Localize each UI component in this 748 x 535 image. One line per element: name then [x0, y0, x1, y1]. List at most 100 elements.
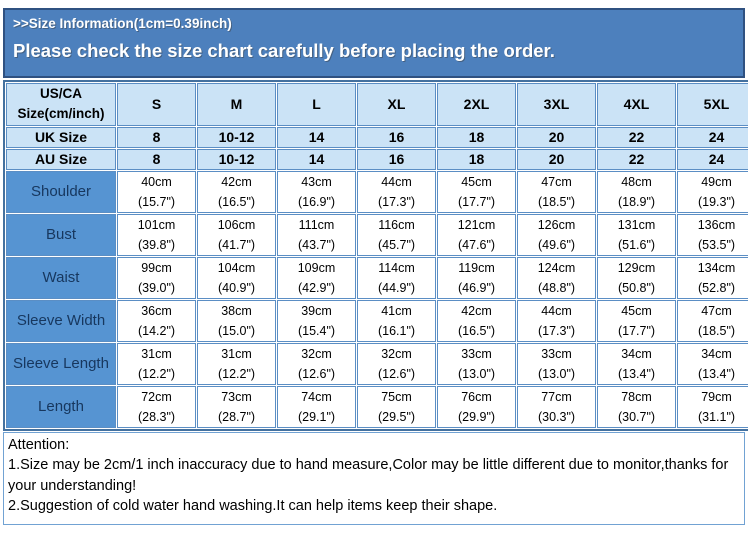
au-size-value: 20: [517, 148, 596, 170]
cm-value: 124cm: [537, 260, 576, 275]
measurement-cell: 42cm (16.5"): [437, 299, 516, 342]
measurement-cell: 34cm (13.4"): [597, 342, 676, 385]
inch-value: (18.5"): [697, 323, 736, 338]
cm-value: 45cm: [461, 174, 492, 189]
inch-value: (39.8"): [137, 237, 176, 252]
uk-size-value: 18: [437, 126, 516, 148]
size-chart-table: US/CA Size(cm/inch) S M L XL 2XL 3XL 4XL 5XL UK S…: [3, 80, 748, 431]
inch-value: (16.5"): [457, 323, 496, 338]
inch-value: (16.1"): [377, 323, 416, 338]
au-size-label: AU Size: [6, 148, 116, 170]
cm-value: 42cm: [461, 303, 492, 318]
cm-value: 47cm: [701, 303, 732, 318]
uk-size-value: 16: [357, 126, 436, 148]
inch-value: (29.9"): [457, 409, 496, 424]
cm-value: 73cm: [221, 389, 252, 404]
measurement-cell: 78cm (30.7"): [597, 385, 676, 428]
measurement-cell: 77cm (30.3"): [517, 385, 596, 428]
inch-value: (28.7"): [217, 409, 256, 424]
cm-value: 38cm: [221, 303, 252, 318]
inch-value: (52.8"): [697, 280, 736, 295]
inch-value: (16.9"): [297, 194, 336, 209]
inch-value: (12.6"): [297, 366, 336, 381]
measurement-cell: 48cm (18.9"): [597, 170, 676, 213]
measurement-cell: 36cm (14.2"): [117, 299, 196, 342]
inch-value: (17.3"): [537, 323, 576, 338]
inch-value: (44.9"): [377, 280, 416, 295]
size-header-l: L: [277, 83, 356, 126]
measurement-cell: 114cm (44.9"): [357, 256, 436, 299]
measurement-cell: 72cm (28.3"): [117, 385, 196, 428]
measurement-cell: 74cm (29.1"): [277, 385, 356, 428]
inch-value: (18.9"): [617, 194, 656, 209]
uk-size-row: UK Size 8 10-12 14 16 18 20 22 24: [6, 126, 748, 148]
uk-size-value: 24: [677, 126, 748, 148]
cm-value: 34cm: [701, 346, 732, 361]
measurement-cell: 104cm (40.9"): [197, 256, 276, 299]
measurement-cell: 124cm (48.8"): [517, 256, 596, 299]
attention-line-2: 2.Suggestion of cold water hand washing.…: [8, 498, 498, 515]
inch-value: (42.9"): [297, 280, 336, 295]
inch-value: (31.1"): [697, 409, 736, 424]
measurement-cell: 109cm (42.9"): [277, 256, 356, 299]
cm-value: 79cm: [701, 389, 732, 404]
cm-value: 99cm: [141, 260, 172, 275]
inch-value: (17.7"): [617, 323, 656, 338]
inch-value: (16.5"): [217, 194, 256, 209]
cm-value: 114cm: [378, 260, 415, 275]
inch-value: (45.7"): [377, 237, 416, 252]
measurement-cell: 131cm (51.6"): [597, 213, 676, 256]
measurement-cell: 33cm (13.0"): [437, 342, 516, 385]
measurement-cell: 47cm (18.5"): [517, 170, 596, 213]
measurement-cell: 101cm (39.8"): [117, 213, 196, 256]
inch-value: (17.3"): [377, 194, 416, 209]
size-header-row: US/CA Size(cm/inch) S M L XL 2XL 3XL 4XL 5XL: [6, 83, 748, 126]
au-size-value: 10-12: [197, 148, 276, 170]
cm-value: 41cm: [381, 303, 412, 318]
measurement-cell: 111cm (43.7"): [277, 213, 356, 256]
attention-title: Attention:: [8, 436, 70, 453]
measurement-cell: 38cm (15.0"): [197, 299, 276, 342]
inch-value: (48.8"): [537, 280, 576, 295]
au-size-value: 14: [277, 148, 356, 170]
inch-value: (41.7"): [217, 237, 256, 252]
uk-size-value: 14: [277, 126, 356, 148]
row-label-sleeve-length: Sleeve Length: [6, 342, 116, 385]
size-header-m: M: [197, 83, 276, 126]
measurement-cell: 134cm (52.8"): [677, 256, 748, 299]
cm-value: 131cm: [617, 217, 656, 232]
inch-value: (19.3"): [697, 194, 736, 209]
measurement-row-sleeve-width: Sleeve Width 36cm (14.2") 38cm (15.0") 39cm (1…: [6, 299, 748, 342]
cm-value: 44cm: [381, 174, 412, 189]
cm-value: 40cm: [141, 174, 172, 189]
inch-value: (30.7"): [617, 409, 656, 424]
measurement-cell: 45cm (17.7"): [597, 299, 676, 342]
inch-value: (14.2"): [137, 323, 176, 338]
inch-value: (29.5"): [377, 409, 416, 424]
cm-value: 44cm: [541, 303, 572, 318]
measurement-cell: 136cm (53.5"): [677, 213, 748, 256]
inch-value: (15.7"): [137, 194, 176, 209]
cm-value: 101cm: [137, 217, 176, 232]
row-label-sleeve-width: Sleeve Width: [6, 299, 116, 342]
cm-value: 116cm: [378, 217, 415, 232]
attention-section: Attention: 1.Size may be 2cm/1 inch inac…: [3, 431, 745, 525]
measurement-cell: 116cm (45.7"): [357, 213, 436, 256]
inch-value: (46.9"): [457, 280, 496, 295]
cm-value: 31cm: [221, 346, 252, 361]
inch-value: (12.2"): [217, 366, 256, 381]
measurement-cell: 126cm (49.6"): [517, 213, 596, 256]
cm-value: 39cm: [301, 303, 332, 318]
uk-size-value: 8: [117, 126, 196, 148]
corner-header-cell: US/CA Size(cm/inch): [6, 83, 116, 126]
measurement-cell: 44cm (17.3"): [357, 170, 436, 213]
measurement-cell: 39cm (15.4"): [277, 299, 356, 342]
au-size-row: AU Size 8 10-12 14 16 18 20 22 24: [6, 148, 748, 170]
au-size-value: 18: [437, 148, 516, 170]
inch-value: (39.0"): [137, 280, 176, 295]
cm-value: 33cm: [461, 346, 492, 361]
measurement-cell: 40cm (15.7"): [117, 170, 196, 213]
cm-value: 77cm: [541, 389, 572, 404]
inch-value: (12.6"): [377, 366, 416, 381]
cm-value: 47cm: [541, 174, 572, 189]
